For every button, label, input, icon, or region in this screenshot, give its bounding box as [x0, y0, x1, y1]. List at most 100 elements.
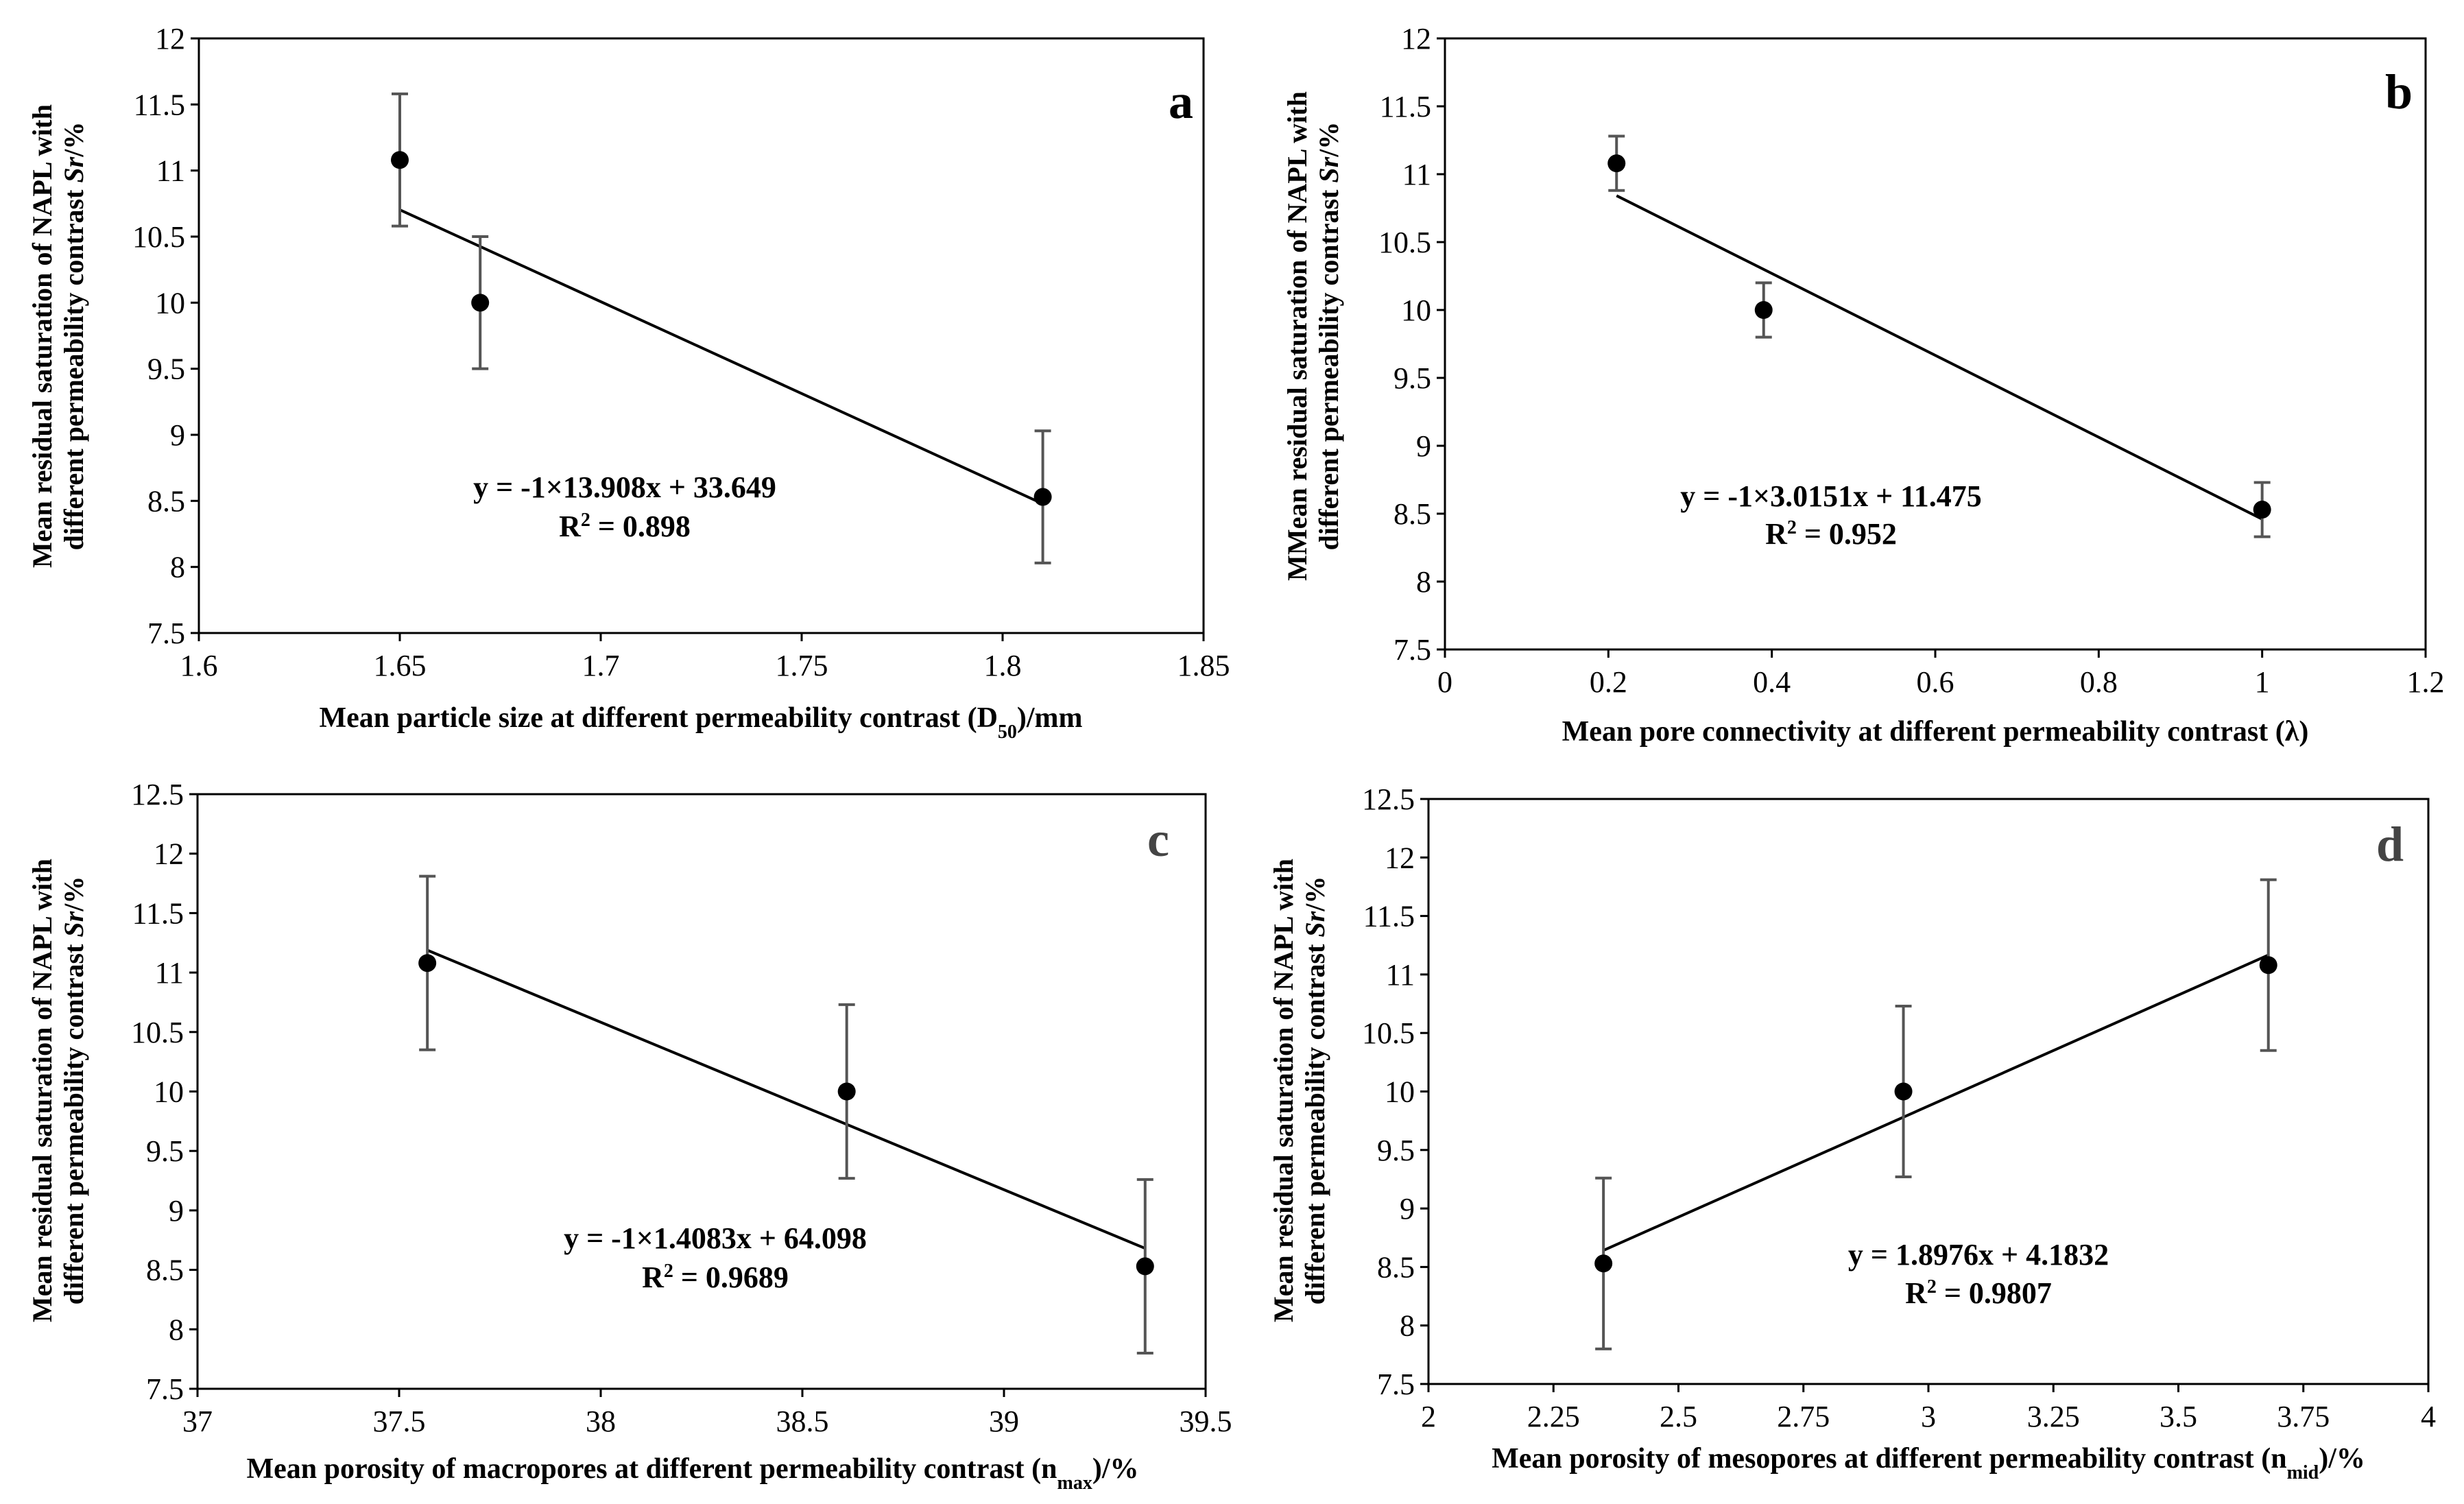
x-axis-label-sub-d: mid — [2287, 1462, 2319, 1483]
x-axis-label-sub-c: max — [1057, 1472, 1092, 1494]
x-tick-label-b: 0.8 — [2080, 665, 2118, 699]
x-tick-label-d: 3 — [1921, 1400, 1936, 1433]
y-axis-label-line2-d: different permeability contrast Sr/% — [1300, 876, 1330, 1305]
y-tick-label-a: 7.5 — [147, 617, 185, 650]
y-axis-label-a: Mean residual saturation of NAPL with di… — [27, 104, 89, 568]
x-tick-label-b: 0.2 — [1590, 665, 1627, 699]
plot-frame-b — [1444, 37, 2427, 651]
points-c — [418, 874, 1154, 1354]
y-axis-label-italic-a: Sr — [58, 156, 89, 182]
y-axis-label-c: Mean residual saturation of NAPL with di… — [27, 859, 89, 1322]
y-tick-label-b: 10 — [1401, 294, 1431, 327]
r2-value-d: = 0.9807 — [1937, 1276, 2052, 1310]
y-tick-label-a: 11.5 — [134, 88, 185, 121]
y-ticks-c: 7.5 8 8.5 9 9.5 10 10.5 11 11.5 12 12.5 — [131, 778, 198, 1406]
y-axis-label-line2-c: different permeability contrast Sr/% — [58, 876, 89, 1305]
y-tick-label-d: 12.5 — [1362, 783, 1415, 816]
y-tick-label-d: 8.5 — [1377, 1250, 1415, 1284]
x-axis-label-suffix-d: )/% — [2319, 1443, 2365, 1475]
y-tick-label-d: 11.5 — [1363, 900, 1415, 933]
r2-prefix-c: R — [642, 1261, 665, 1294]
data-point-a — [1033, 488, 1052, 506]
y-tick-label-d: 9 — [1400, 1192, 1415, 1226]
y-axis-label-line1-a: Mean residual saturation of NAPL with — [27, 104, 58, 568]
y-axis-label-line2-a: different permeability contrast Sr/% — [58, 122, 89, 551]
y-tick-label-a: 9.5 — [147, 353, 185, 386]
r2-sup-a: 2 — [581, 510, 590, 531]
y-axis-label-italic-d: Sr — [1300, 911, 1330, 937]
x-axis-label-suffix-a: )/mm — [1017, 702, 1083, 734]
data-point-d — [1594, 1254, 1613, 1273]
x-axis-label-main-a: Mean particle size at different permeabi… — [319, 702, 997, 734]
data-point-a — [471, 294, 490, 312]
y-tick-label-a: 9 — [170, 418, 185, 452]
y-axis-label-line1-d: Mean residual saturation of NAPL with — [1268, 859, 1299, 1322]
equation-d: y = 1.8976x + 4.1832 — [1848, 1238, 2109, 1272]
y-axis-label-line2-b: different permeability contrast Sr/% — [1313, 122, 1344, 551]
y-tick-label-c: 11.5 — [132, 896, 184, 930]
data-point-d — [1894, 1082, 1913, 1101]
data-point-c — [418, 954, 437, 972]
y-tick-label-a: 8.5 — [147, 484, 185, 518]
x-axis-label-sub-a: 50 — [998, 721, 1017, 743]
panel-label-a: a — [1169, 74, 1193, 129]
y-tick-label-c: 8 — [169, 1313, 184, 1346]
y-axis-label-line1-c: Mean residual saturation of NAPL with — [27, 859, 58, 1322]
r2-sup-b: 2 — [1787, 517, 1797, 538]
y-axis-label-suffix-a: /% — [58, 122, 89, 158]
y-ticks-d: 7.5 8 8.5 9 9.5 10 10.5 11 11.5 12 12.5 — [1362, 783, 1428, 1401]
data-point-b — [1607, 154, 1626, 173]
y-tick-label-a: 8 — [170, 551, 185, 584]
trendline-c — [427, 948, 1146, 1250]
y-tick-label-c: 10 — [154, 1075, 184, 1109]
x-axis-label-main-c: Mean porosity of macropores at different… — [246, 1453, 1057, 1485]
x-tick-label-a: 1.85 — [1177, 649, 1230, 682]
y-axis-label-suffix-c: /% — [58, 876, 89, 912]
data-point-c — [837, 1082, 856, 1101]
y-tick-label-b: 9 — [1416, 429, 1431, 463]
y-axis-label-line2-main-a: different permeability contrast — [58, 183, 89, 551]
x-tick-label-d: 3.25 — [2027, 1400, 2080, 1433]
r2-sup-c: 2 — [664, 1261, 673, 1282]
x-axis-label-a: Mean particle size at different permeabi… — [319, 702, 1082, 743]
x-ticks-d: 2 2.25 2.5 2.75 3 3.25 3.5 3.75 4 — [1421, 1384, 2436, 1433]
x-tick-label-a: 1.6 — [180, 649, 218, 682]
data-point-b — [1754, 301, 1773, 319]
y-tick-label-d: 10.5 — [1362, 1016, 1415, 1050]
panel-label-b: b — [2385, 64, 2413, 119]
data-point-b — [2253, 501, 2271, 519]
y-tick-label-a: 10.5 — [132, 220, 185, 254]
x-tick-label-d: 2.25 — [1527, 1400, 1580, 1433]
x-axis-label-b: Mean pore connectivity at different perm… — [1562, 716, 2309, 748]
x-axis-label-c: Mean porosity of macropores at different… — [246, 1453, 1138, 1494]
points-b — [1607, 134, 2271, 538]
r-squared-b: R2 = 0.952 — [1765, 517, 1897, 551]
x-axis-label-main-d: Mean porosity of mesopores at different … — [1492, 1443, 2287, 1475]
r2-sup-d: 2 — [1927, 1276, 1937, 1298]
x-tick-label-c: 38 — [586, 1405, 616, 1438]
equation-a: y = -1×13.908x + 33.649 — [473, 470, 776, 504]
x-tick-label-b: 0.6 — [1917, 665, 1954, 699]
y-tick-label-a: 12 — [155, 22, 185, 56]
trendline-d — [1603, 953, 2269, 1252]
plot-frame-c — [196, 793, 1207, 1390]
x-tick-label-c: 37 — [182, 1405, 213, 1438]
x-ticks-b: 0 0.2 0.4 0.6 0.8 1 1.2 — [1437, 649, 2445, 699]
trendline-a — [399, 208, 1044, 505]
x-tick-label-d: 3.5 — [2160, 1400, 2197, 1433]
y-tick-label-c: 9.5 — [146, 1134, 184, 1168]
panel-label-d: d — [2376, 817, 2404, 872]
points-a — [391, 92, 1052, 564]
y-tick-label-d: 12 — [1385, 841, 1415, 874]
x-tick-label-c: 37.5 — [373, 1405, 426, 1438]
data-point-c — [1136, 1257, 1154, 1276]
panel-d: 7.5 8 8.5 9 9.5 10 10.5 11 11.5 12 12.5 2 2.25 2.5 2.… — [1268, 783, 2436, 1483]
y-axis-label-italic-b: Sr — [1313, 156, 1344, 182]
x-tick-label-d: 2 — [1421, 1400, 1436, 1433]
y-tick-label-b: 8.5 — [1394, 497, 1431, 531]
x-tick-label-b: 1 — [2255, 665, 2270, 699]
r2-value-a: = 0.898 — [590, 510, 691, 543]
panel-label-c: c — [1147, 812, 1169, 867]
y-tick-label-d: 10 — [1385, 1075, 1415, 1109]
y-tick-label-b: 10.5 — [1378, 226, 1431, 259]
